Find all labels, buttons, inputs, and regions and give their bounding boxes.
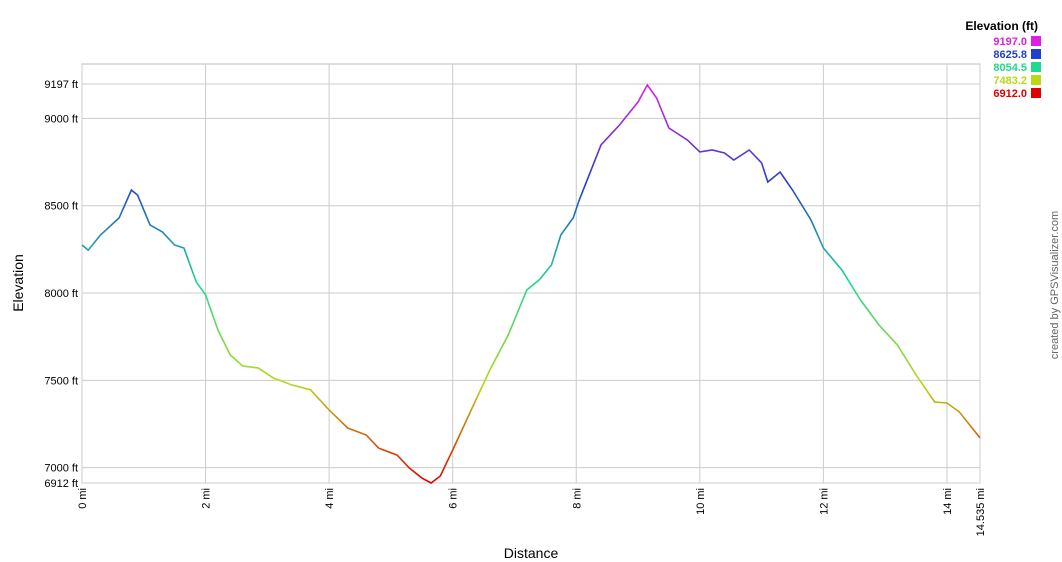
x-tick-label: 12 mi	[818, 488, 830, 515]
x-axis-title: Distance	[504, 545, 559, 561]
y-tick-label: 9197 ft	[44, 79, 78, 91]
legend-label: 8054.5	[993, 62, 1027, 74]
x-tick-label: 14.535 mi	[975, 488, 987, 536]
legend-label: 6912.0	[993, 88, 1027, 100]
plot-frame	[81, 63, 981, 484]
legend-label: 7483.2	[993, 75, 1027, 87]
y-tick-label: 7500 ft	[44, 375, 78, 387]
y-tick-label: 8000 ft	[44, 288, 78, 300]
y-tick-label: 7000 ft	[44, 463, 78, 475]
x-tick-label: 6 mi	[448, 488, 460, 509]
x-tick-label: 2 mi	[201, 488, 213, 509]
legend-swatch	[1031, 36, 1041, 46]
elevation-line	[81, 83, 981, 484]
y-axis-title: Elevation	[10, 254, 26, 312]
y-tick-label: 6912 ft	[44, 478, 78, 490]
x-tick-label: 10 mi	[695, 488, 707, 515]
legend-swatch	[1031, 75, 1041, 85]
legend-title: Elevation (ft)	[965, 19, 1038, 33]
x-tick-label: 14 mi	[942, 488, 954, 515]
x-tick-label: 0 mi	[77, 488, 89, 509]
x-tick-label: 4 mi	[324, 488, 336, 509]
x-tick-label: 8 mi	[571, 488, 583, 509]
legend-swatch	[1031, 62, 1041, 72]
credit: created by GPSVisualizer.com	[1049, 211, 1061, 359]
y-tick-label: 8500 ft	[44, 201, 78, 213]
legend-label: 8625.8	[993, 49, 1027, 61]
legend-label: 9197.0	[993, 36, 1027, 48]
legend-swatch	[1031, 88, 1041, 98]
legend-swatch	[1031, 49, 1041, 59]
y-tick-label: 9000 ft	[44, 113, 78, 125]
